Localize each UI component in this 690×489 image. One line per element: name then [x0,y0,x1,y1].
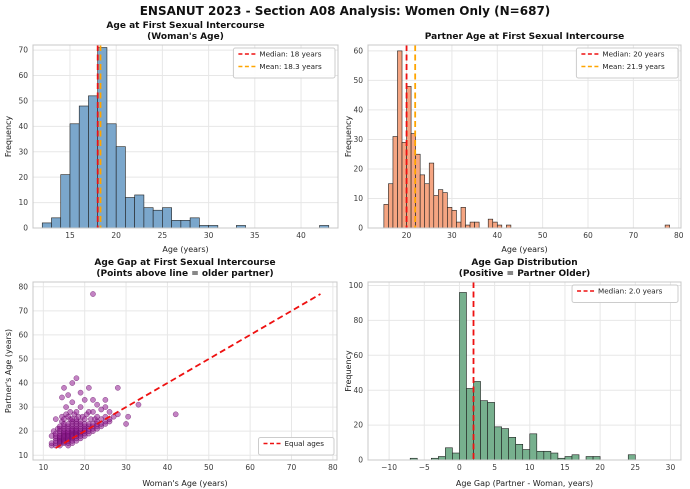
svg-text:Age (years): Age (years) [162,245,208,254]
svg-text:60: 60 [353,351,363,360]
svg-text:(Woman's Age): (Woman's Age) [147,32,224,42]
svg-text:(Positive = Partner Older): (Positive = Partner Older) [459,269,591,279]
svg-text:50: 50 [204,463,214,472]
chart-age-gap-histogram: −10 −5 0 5 10 15 20 25 30 0 20 40 60 80 100 Age Gap Dis… [345,255,690,489]
svg-text:70: 70 [18,46,28,55]
svg-text:40: 40 [353,386,363,395]
svg-text:40: 40 [18,379,28,388]
svg-text:20: 20 [595,463,605,472]
svg-text:60: 60 [353,47,363,56]
svg-text:20: 20 [353,421,363,430]
chart-woman-age-histogram: 15 20 25 30 35 40 0 10 20 30 40 50 60 70 Age at First … [0,20,345,255]
svg-text:Mean: 21.9 years: Mean: 21.9 years [602,62,665,71]
svg-text:Median: 20 years: Median: 20 years [602,50,664,59]
chart-age-gap-scatter: 10 20 30 40 50 60 70 80 10 20 30 40 50 60 70 80 Age Gap … [0,255,345,489]
svg-text:40: 40 [18,122,28,131]
svg-text:80: 80 [353,316,363,325]
plot-woman-age-histogram: 15 20 25 30 35 40 0 10 20 30 40 50 60 70 Age at First … [4,21,339,254]
plot-partner-age-histogram: 20 30 40 50 60 70 80 0 10 20 30 40 50 60 Partner Age a… [345,32,684,254]
svg-text:0: 0 [358,224,363,233]
svg-text:50: 50 [18,355,28,364]
svg-text:30: 30 [204,231,214,240]
svg-text:10: 10 [39,463,49,472]
svg-text:0: 0 [358,456,363,465]
svg-text:5: 5 [492,463,497,472]
svg-text:30: 30 [666,463,676,472]
svg-text:Age Gap at First Sexual Interc: Age Gap at First Sexual Intercourse [94,258,275,268]
plot-age-gap-histogram: −10 −5 0 5 10 15 20 25 30 0 20 40 60 80 100 Age Gap Dis… [345,258,682,488]
svg-text:0: 0 [23,224,28,233]
svg-text:60: 60 [245,463,255,472]
svg-text:Age Gap Distribution: Age Gap Distribution [471,258,577,268]
svg-text:Partner Age at First Sexual In: Partner Age at First Sexual Intercourse [425,32,624,42]
svg-text:40: 40 [353,106,363,115]
svg-text:−10: −10 [381,463,397,472]
svg-text:50: 50 [18,97,28,106]
svg-text:15: 15 [65,231,75,240]
svg-text:80: 80 [674,231,684,240]
svg-text:10: 10 [18,451,28,460]
svg-text:Frequency: Frequency [4,116,13,158]
svg-text:20: 20 [80,463,90,472]
svg-text:40: 40 [163,463,173,472]
svg-text:70: 70 [18,306,28,315]
svg-text:10: 10 [353,194,363,203]
svg-text:50: 50 [538,231,548,240]
svg-text:70: 70 [629,231,639,240]
svg-text:20: 20 [18,427,28,436]
svg-text:15: 15 [560,463,570,472]
svg-text:30: 30 [353,135,363,144]
svg-text:20: 20 [111,231,121,240]
svg-text:80: 80 [328,463,338,472]
svg-text:0: 0 [457,463,462,472]
svg-text:60: 60 [583,231,593,240]
svg-text:−5: −5 [419,463,430,472]
svg-text:Age (years): Age (years) [501,245,547,254]
svg-text:30: 30 [121,463,131,472]
svg-text:Frequency: Frequency [345,350,353,392]
svg-text:20: 20 [18,173,28,182]
plot-age-gap-scatter: 10 20 30 40 50 60 70 80 10 20 30 40 50 60 70 80 Age Gap … [4,258,338,488]
svg-text:Age Gap (Partner - Woman, year: Age Gap (Partner - Woman, years) [456,479,593,488]
svg-text:Mean: 18.3 years: Mean: 18.3 years [259,62,322,71]
svg-text:30: 30 [18,147,28,156]
svg-text:40: 40 [296,231,306,240]
svg-text:60: 60 [18,71,28,80]
svg-text:10: 10 [18,198,28,207]
svg-text:40: 40 [493,231,503,240]
svg-text:Partner's Age (years): Partner's Age (years) [4,329,13,413]
svg-text:35: 35 [250,231,260,240]
svg-text:Median: 18 years: Median: 18 years [259,50,321,59]
svg-text:50: 50 [353,76,363,85]
svg-text:Woman's Age (years): Woman's Age (years) [142,479,227,488]
svg-text:(Points above line = older par: (Points above line = older partner) [96,269,273,279]
svg-text:Frequency: Frequency [345,116,353,158]
svg-text:25: 25 [158,231,168,240]
svg-text:30: 30 [447,231,457,240]
svg-text:Age at First Sexual Intercours: Age at First Sexual Intercourse [106,21,264,31]
figure-title: ENSANUT 2023 - Section A08 Analysis: Wom… [139,4,551,18]
svg-text:80: 80 [18,282,28,291]
svg-text:60: 60 [18,331,28,340]
svg-text:20: 20 [402,231,412,240]
svg-text:25: 25 [631,463,641,472]
chart-partner-age-histogram: 20 30 40 50 60 70 80 0 10 20 30 40 50 60 Partner Age a… [345,20,690,255]
svg-text:20: 20 [353,165,363,174]
svg-text:70: 70 [287,463,297,472]
svg-text:100: 100 [349,281,364,290]
svg-text:Median: 2.0 years: Median: 2.0 years [598,287,663,296]
svg-text:10: 10 [525,463,535,472]
svg-text:Equal ages: Equal ages [285,439,325,448]
svg-text:30: 30 [18,403,28,412]
